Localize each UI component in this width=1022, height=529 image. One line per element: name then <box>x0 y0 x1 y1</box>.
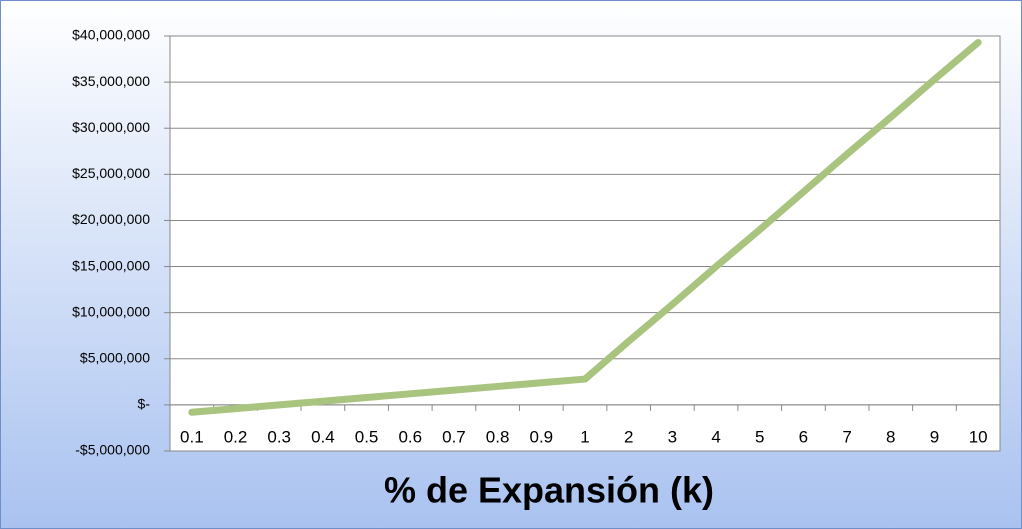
x-tick-label: 8 <box>886 427 895 446</box>
x-tick-label: 0.2 <box>224 427 248 446</box>
x-tick-label: 0.4 <box>311 427 335 446</box>
x-tick-label: 0.3 <box>267 427 291 446</box>
x-tick-label: 6 <box>799 427 808 446</box>
x-tick-label: 7 <box>842 427 851 446</box>
y-tick-label: $30,000,000 <box>72 119 150 135</box>
y-tick-label: $35,000,000 <box>72 73 150 89</box>
x-tick-label: 0.9 <box>529 427 553 446</box>
x-tick-label: 4 <box>711 427 720 446</box>
x-tick-label: 0.7 <box>442 427 466 446</box>
y-tick-label: $15,000,000 <box>72 257 150 273</box>
series-line <box>188 38 982 416</box>
x-tick-label: 10 <box>969 427 988 446</box>
x-tick-label: 0.8 <box>486 427 510 446</box>
y-tick-label: $20,000,000 <box>72 211 150 227</box>
plot-area <box>169 35 1001 452</box>
x-tick-label: 0.1 <box>180 427 204 446</box>
x-axis-label: % de Expansión (k) <box>384 470 714 511</box>
x-tick-label: 2 <box>624 427 633 446</box>
x-tick-label: 0.5 <box>355 427 379 446</box>
x-tick-label: 3 <box>668 427 677 446</box>
y-tick-label: -$5,000,000 <box>75 442 150 458</box>
y-tick-label: $- <box>138 396 151 412</box>
x-tick-label: 9 <box>930 427 939 446</box>
y-tick-label: $25,000,000 <box>72 165 150 181</box>
y-tick-label: $10,000,000 <box>72 303 150 319</box>
x-tick-label: 1 <box>580 427 589 446</box>
y-tick-label: $5,000,000 <box>80 349 150 365</box>
y-tick-label: $40,000,000 <box>72 27 150 43</box>
x-tick-label: 5 <box>755 427 764 446</box>
x-tick-label: 0.6 <box>398 427 422 446</box>
